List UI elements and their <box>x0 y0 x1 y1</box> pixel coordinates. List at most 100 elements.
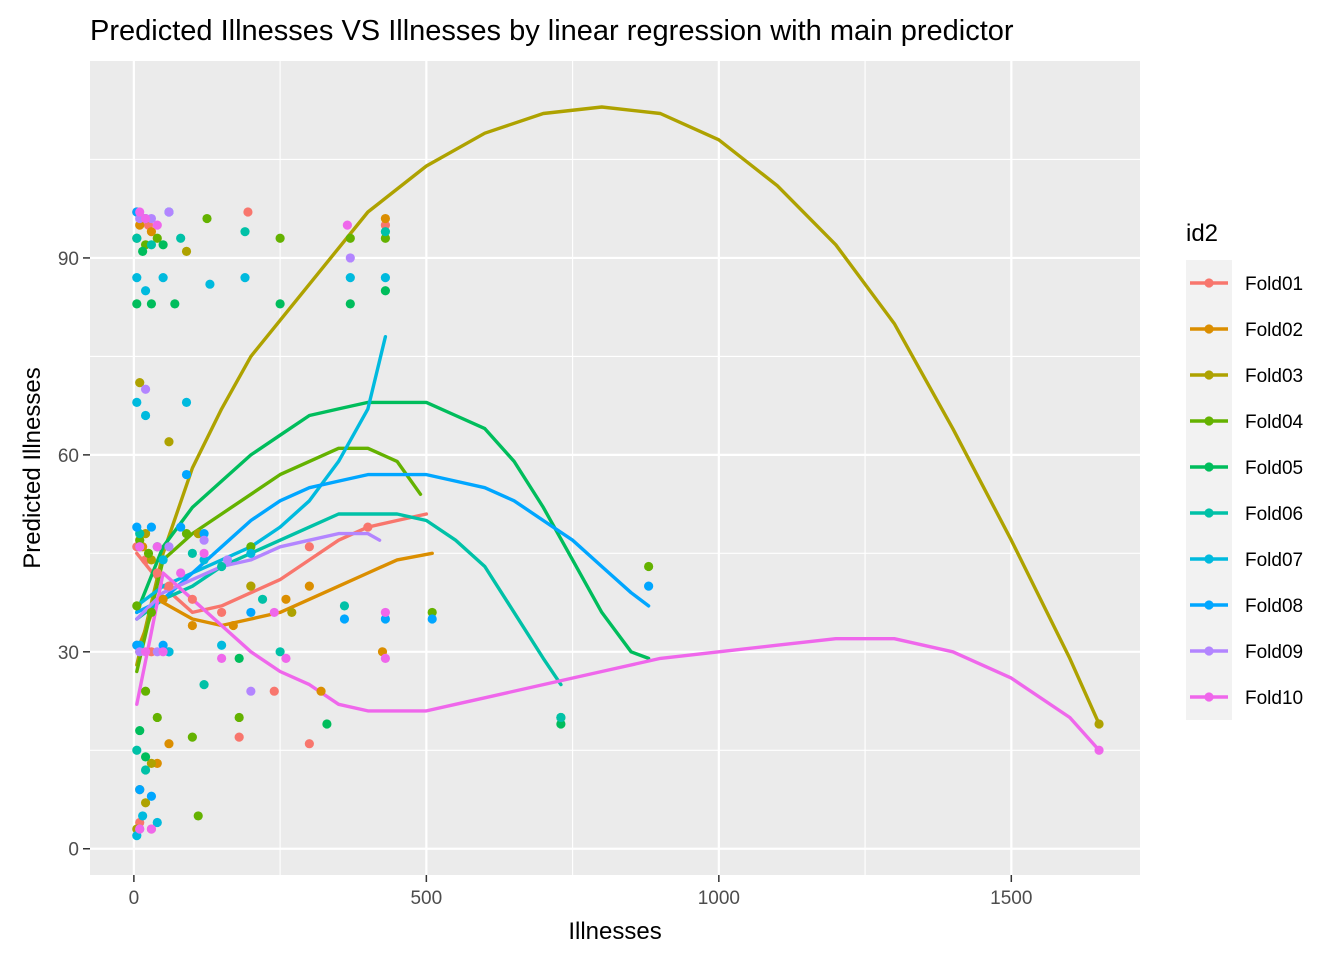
data-point-fold10 <box>380 653 391 663</box>
data-point-fold07 <box>132 273 142 283</box>
data-point-fold08 <box>644 581 654 591</box>
fit-curve-fold05 <box>135 400 651 661</box>
data-point-fold04 <box>146 607 157 618</box>
data-point-fold04 <box>152 233 162 243</box>
legend-key-point-fold09 <box>1204 646 1214 656</box>
data-point-fold06 <box>339 601 350 611</box>
data-point-fold04 <box>380 233 391 243</box>
x-axis-ticks: 0 500 1000 1500 <box>129 875 1032 909</box>
data-point-fold07 <box>158 273 168 283</box>
data-point-fold09 <box>199 535 209 545</box>
legend-label-fold08: Fold08 <box>1245 596 1303 617</box>
data-point-fold10 <box>135 824 145 834</box>
legend-label-fold06: Fold06 <box>1245 504 1303 525</box>
data-point-fold07 <box>132 397 142 407</box>
data-point-fold05 <box>158 240 168 250</box>
data-point-fold04 <box>202 213 212 224</box>
data-point-fold06 <box>146 240 157 250</box>
x-tick-label: 500 <box>410 888 442 909</box>
data-point-fold05 <box>380 286 391 296</box>
data-point-fold04 <box>140 686 151 696</box>
data-point-fold08 <box>158 640 168 650</box>
data-point-fold06 <box>240 227 250 237</box>
legend-label-fold01: Fold01 <box>1245 274 1303 295</box>
data-point-fold05 <box>322 719 332 729</box>
data-point-fold04 <box>345 233 355 243</box>
legend-items: Fold01 Fold02 Fold03 Fold04 Fold05 Fold06 Fold… <box>1186 260 1304 720</box>
x-tick-label: 1500 <box>990 888 1032 909</box>
data-point-fold03 <box>181 246 192 256</box>
y-axis-ticks: 0 30 60 90 <box>58 249 90 861</box>
data-point-fold01 <box>269 686 279 696</box>
data-point-fold01 <box>187 594 197 604</box>
legend-key-point-fold07 <box>1204 554 1214 564</box>
data-point-fold10 <box>269 607 279 618</box>
data-point-fold08 <box>176 522 186 532</box>
legend-title: id2 <box>1186 220 1218 247</box>
x-tick-label: 1000 <box>698 888 740 909</box>
data-points <box>132 207 1104 841</box>
fit-curve-fold06 <box>135 512 563 687</box>
data-point-fold01 <box>152 568 162 578</box>
data-point-fold07 <box>240 273 250 283</box>
data-point-fold02 <box>146 227 157 237</box>
data-point-fold04 <box>246 542 256 552</box>
data-point-fold03 <box>287 607 297 618</box>
data-point-fold06 <box>176 233 186 243</box>
data-point-fold09 <box>164 207 174 217</box>
legend-label-fold02: Fold02 <box>1245 320 1303 341</box>
fit-curves <box>135 105 1101 752</box>
data-point-fold07 <box>217 640 227 650</box>
data-point-fold06 <box>275 647 285 657</box>
data-point-fold09 <box>222 555 233 565</box>
data-point-fold08 <box>181 469 192 480</box>
data-point-fold05 <box>275 299 285 309</box>
data-point-fold05 <box>234 653 244 663</box>
data-point-fold04 <box>644 561 654 572</box>
data-point-fold04 <box>275 233 285 243</box>
legend-key-point-fold02 <box>1204 324 1214 334</box>
data-point-fold04 <box>143 548 154 558</box>
plot-panel <box>90 61 1140 875</box>
data-point-fold05 <box>345 299 355 309</box>
data-point-fold03 <box>140 798 151 808</box>
data-point-fold07 <box>205 279 215 289</box>
legend-label-fold05: Fold05 <box>1245 458 1303 479</box>
data-point-fold10 <box>135 542 145 552</box>
data-point-fold06 <box>199 680 209 690</box>
legend-label-fold03: Fold03 <box>1245 366 1303 387</box>
chart-title: Predicted Illnesses VS Illnesses by line… <box>90 15 1014 47</box>
data-point-fold10 <box>152 542 162 552</box>
data-point-fold02 <box>316 686 326 696</box>
data-point-fold04 <box>152 712 162 723</box>
legend-key-point-fold04 <box>1204 416 1214 426</box>
data-point-fold08 <box>132 522 142 532</box>
data-point-fold03 <box>146 758 157 769</box>
data-point-fold04 <box>234 712 244 723</box>
fit-curve-fold08 <box>135 472 651 615</box>
data-point-fold02 <box>135 220 145 230</box>
data-point-fold10 <box>1094 745 1104 755</box>
y-tick-label: 0 <box>68 840 79 861</box>
fit-curve-fold02 <box>135 551 434 654</box>
data-point-fold05 <box>170 299 180 309</box>
data-point-fold10 <box>380 607 391 618</box>
data-point-fold10 <box>342 220 352 230</box>
data-point-fold07 <box>380 273 391 283</box>
data-point-fold05 <box>135 725 145 736</box>
legend-key-point-fold01 <box>1204 278 1214 288</box>
x-tick-label: 0 <box>129 888 140 909</box>
legend-label-fold09: Fold09 <box>1245 642 1303 663</box>
data-point-fold06 <box>132 745 142 755</box>
data-point-fold05 <box>146 299 157 309</box>
data-point-fold02 <box>304 581 314 591</box>
data-point-fold10 <box>199 548 209 558</box>
data-point-fold05 <box>132 299 142 309</box>
data-point-fold08 <box>380 614 391 624</box>
data-point-fold04 <box>132 601 142 611</box>
data-point-fold01 <box>243 207 253 217</box>
data-point-fold08 <box>427 614 437 624</box>
data-point-fold03 <box>164 437 174 447</box>
data-point-fold04 <box>427 607 437 618</box>
